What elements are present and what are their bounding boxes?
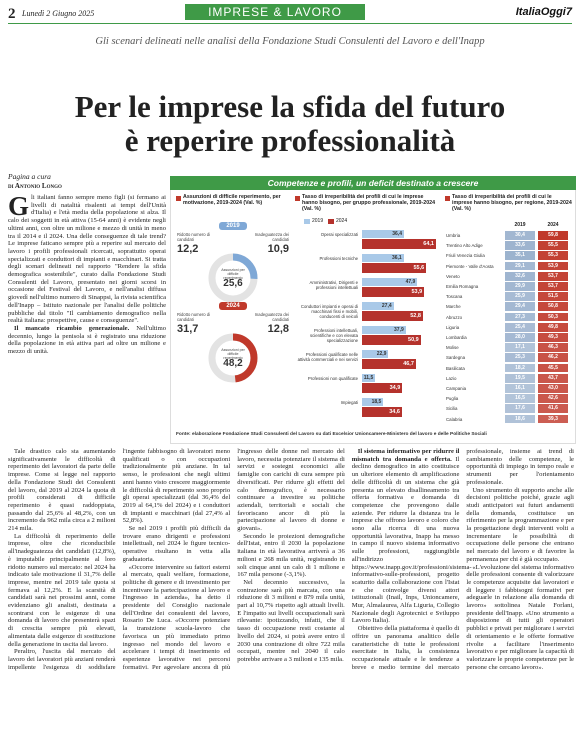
masthead: ItaliaOggi7: [515, 6, 572, 18]
paragraph: Uno strumento di supporto anche alle dec…: [466, 487, 574, 564]
paragraph-text: Se nel 2019 i profili più difficili da t…: [122, 525, 231, 563]
paragraph: Tale drastico calo sta aumentando signif…: [8, 448, 116, 533]
paragraph-text: Obiettivo della piattaforma è quello di …: [351, 448, 574, 671]
paragraph-text: li italiani fanno sempre meno figli (si …: [8, 194, 166, 325]
headline: Per le imprese la sfida del futuro è rep…: [0, 90, 580, 158]
subtitle: Gli scenari delineati nelle analisi dell…: [95, 36, 485, 47]
paragraph-lead: Il mancato ricambio generazionale.: [14, 324, 130, 332]
paragraph: Secondo le proiezioni demografiche dell'…: [237, 533, 345, 579]
drop-cap: G: [8, 194, 30, 221]
paragraph-text: Tale drastico calo sta aumentando signif…: [8, 448, 116, 533]
headline-line: è reperire professionalità: [124, 123, 456, 158]
page-number: 2: [8, 6, 16, 22]
paragraph: Obiettivo della piattaforma è quello di …: [352, 448, 574, 671]
byline-label: Pagina a cura: [8, 172, 51, 181]
paragraph: Il mancato ricambio generazionale. Nell'…: [8, 325, 166, 356]
paragraph-text: Peraltro, l'uscita dal mercato del lavor…: [8, 448, 231, 671]
paragraph-text: Nell'ultimo decennio, lungo la penisola …: [8, 324, 166, 356]
paragraph: La difficoltà di reperimento delle impre…: [8, 533, 116, 649]
paragraph: Nel decennio successivo, la contrazione …: [237, 579, 345, 664]
body-columns: Tale drastico calo sta aumentando signif…: [8, 448, 574, 746]
paragraph: Il sistema informativo per ridurre il mi…: [351, 448, 472, 625]
paragraph-text: «Occorre intervenire su fattori esterni …: [122, 448, 345, 671]
paragraph-text: Uno strumento di supporto anche alle dec…: [466, 486, 574, 563]
paragraph: Peraltro, l'uscita dal mercato del lavor…: [8, 448, 230, 671]
paragraph: Se nel 2019 i profili più difficili da t…: [123, 525, 231, 564]
infographic-title: Competenze e profili, un deficit destina…: [170, 176, 576, 190]
section-label: IMPRESE & LAVORO: [185, 4, 365, 20]
source: Fonte: elaborazione Fondazione Studi Con…: [176, 432, 487, 437]
paragraph-text: La difficoltà di reperimento delle impre…: [8, 532, 116, 648]
paragraph-text: Nel decennio successivo, la contrazione …: [237, 578, 345, 663]
paragraph-text: «L'evoluzione del sistema informativo de…: [466, 563, 574, 671]
infographic: [170, 176, 576, 444]
headline-line: Per le imprese la sfida del futuro: [74, 89, 506, 124]
paragraph-text: Secondo le proiezioni demografiche dell'…: [237, 532, 345, 579]
paragraph: «L'evoluzione del sistema informativo de…: [466, 564, 574, 672]
paragraph-lead: Il sistema informativo per ridurre il mi…: [351, 448, 460, 463]
header-rule: [8, 23, 572, 24]
paragraph: «Occorre intervenire su fattori esterni …: [123, 448, 345, 671]
paragraph-text: Il declino demografico in atto costituis…: [351, 455, 472, 625]
byline-author: di Antonio Longo: [8, 182, 62, 190]
date: Lunedì 2 Giugno 2025: [22, 9, 95, 18]
